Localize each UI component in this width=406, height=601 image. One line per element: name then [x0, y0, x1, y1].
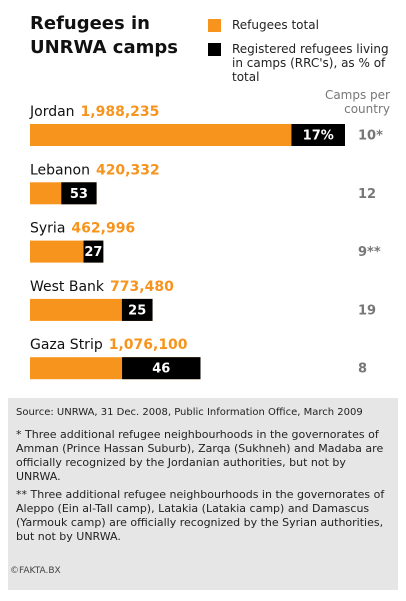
category-row-label: Syria 462,996 — [30, 221, 135, 237]
bar-segment — [291, 124, 345, 146]
segment-label: 25 — [128, 303, 146, 318]
segment-label: 46 — [152, 362, 170, 377]
legend-label: Refugees total — [232, 18, 319, 32]
credit: ©FAKTA.BX — [10, 566, 61, 576]
value-label: 462,996 — [71, 221, 135, 237]
camps-value: 12 — [358, 187, 376, 202]
category-label: West Bank — [30, 279, 105, 295]
bar-segment — [122, 357, 201, 380]
camps-value: 8 — [358, 362, 367, 377]
camps-value: 10* — [358, 129, 383, 144]
bar-segment — [61, 182, 97, 205]
segment-label: 27 — [84, 245, 102, 260]
segment-label: 53 — [70, 187, 88, 202]
value-label: 1,988,235 — [81, 104, 160, 120]
category-row-label: Jordan 1,988,235 — [29, 104, 159, 120]
chart: Jordan 1,988,235 17% 10* Lebanon 420,332 53 12 S… — [29, 104, 383, 380]
category-row-label: West Bank 773,480 — [30, 279, 174, 295]
category-label: Jordan — [29, 104, 75, 120]
value-label: 1,076,100 — [109, 337, 188, 353]
category-label: Lebanon — [30, 162, 90, 178]
bar-segment — [121, 298, 153, 321]
value-label: 773,480 — [110, 279, 174, 295]
bar — [30, 124, 345, 146]
category-label: Syria — [30, 221, 65, 237]
source: Source: UNRWA, 31 Dec. 2008, Public Info… — [16, 407, 363, 418]
footnote: ** Three additional refugee neighbourhoo… — [16, 488, 385, 543]
legend-label: Registered refugees living in camps (RRC… — [232, 42, 389, 84]
category-label: Gaza Strip — [30, 337, 103, 353]
category-row-label: Gaza Strip 1,076,100 — [30, 337, 188, 353]
legend-swatch — [208, 19, 221, 32]
column-header: Camps per country — [324, 88, 390, 116]
camps-value: 19 — [358, 303, 376, 318]
footnote: * Three additional refugee neighbourhood… — [16, 428, 384, 483]
chart-title: Refugees in UNRWA camps — [30, 13, 178, 58]
value-label: 420,332 — [96, 162, 160, 178]
legend-swatch — [208, 43, 221, 56]
camps-value: 9** — [358, 245, 381, 260]
category-row-label: Lebanon 420,332 — [30, 162, 160, 178]
notes-box: Source: UNRWA, 31 Dec. 2008, Public Info… — [8, 398, 398, 590]
segment-label: 17% — [303, 129, 334, 144]
bar-segment — [83, 240, 104, 263]
